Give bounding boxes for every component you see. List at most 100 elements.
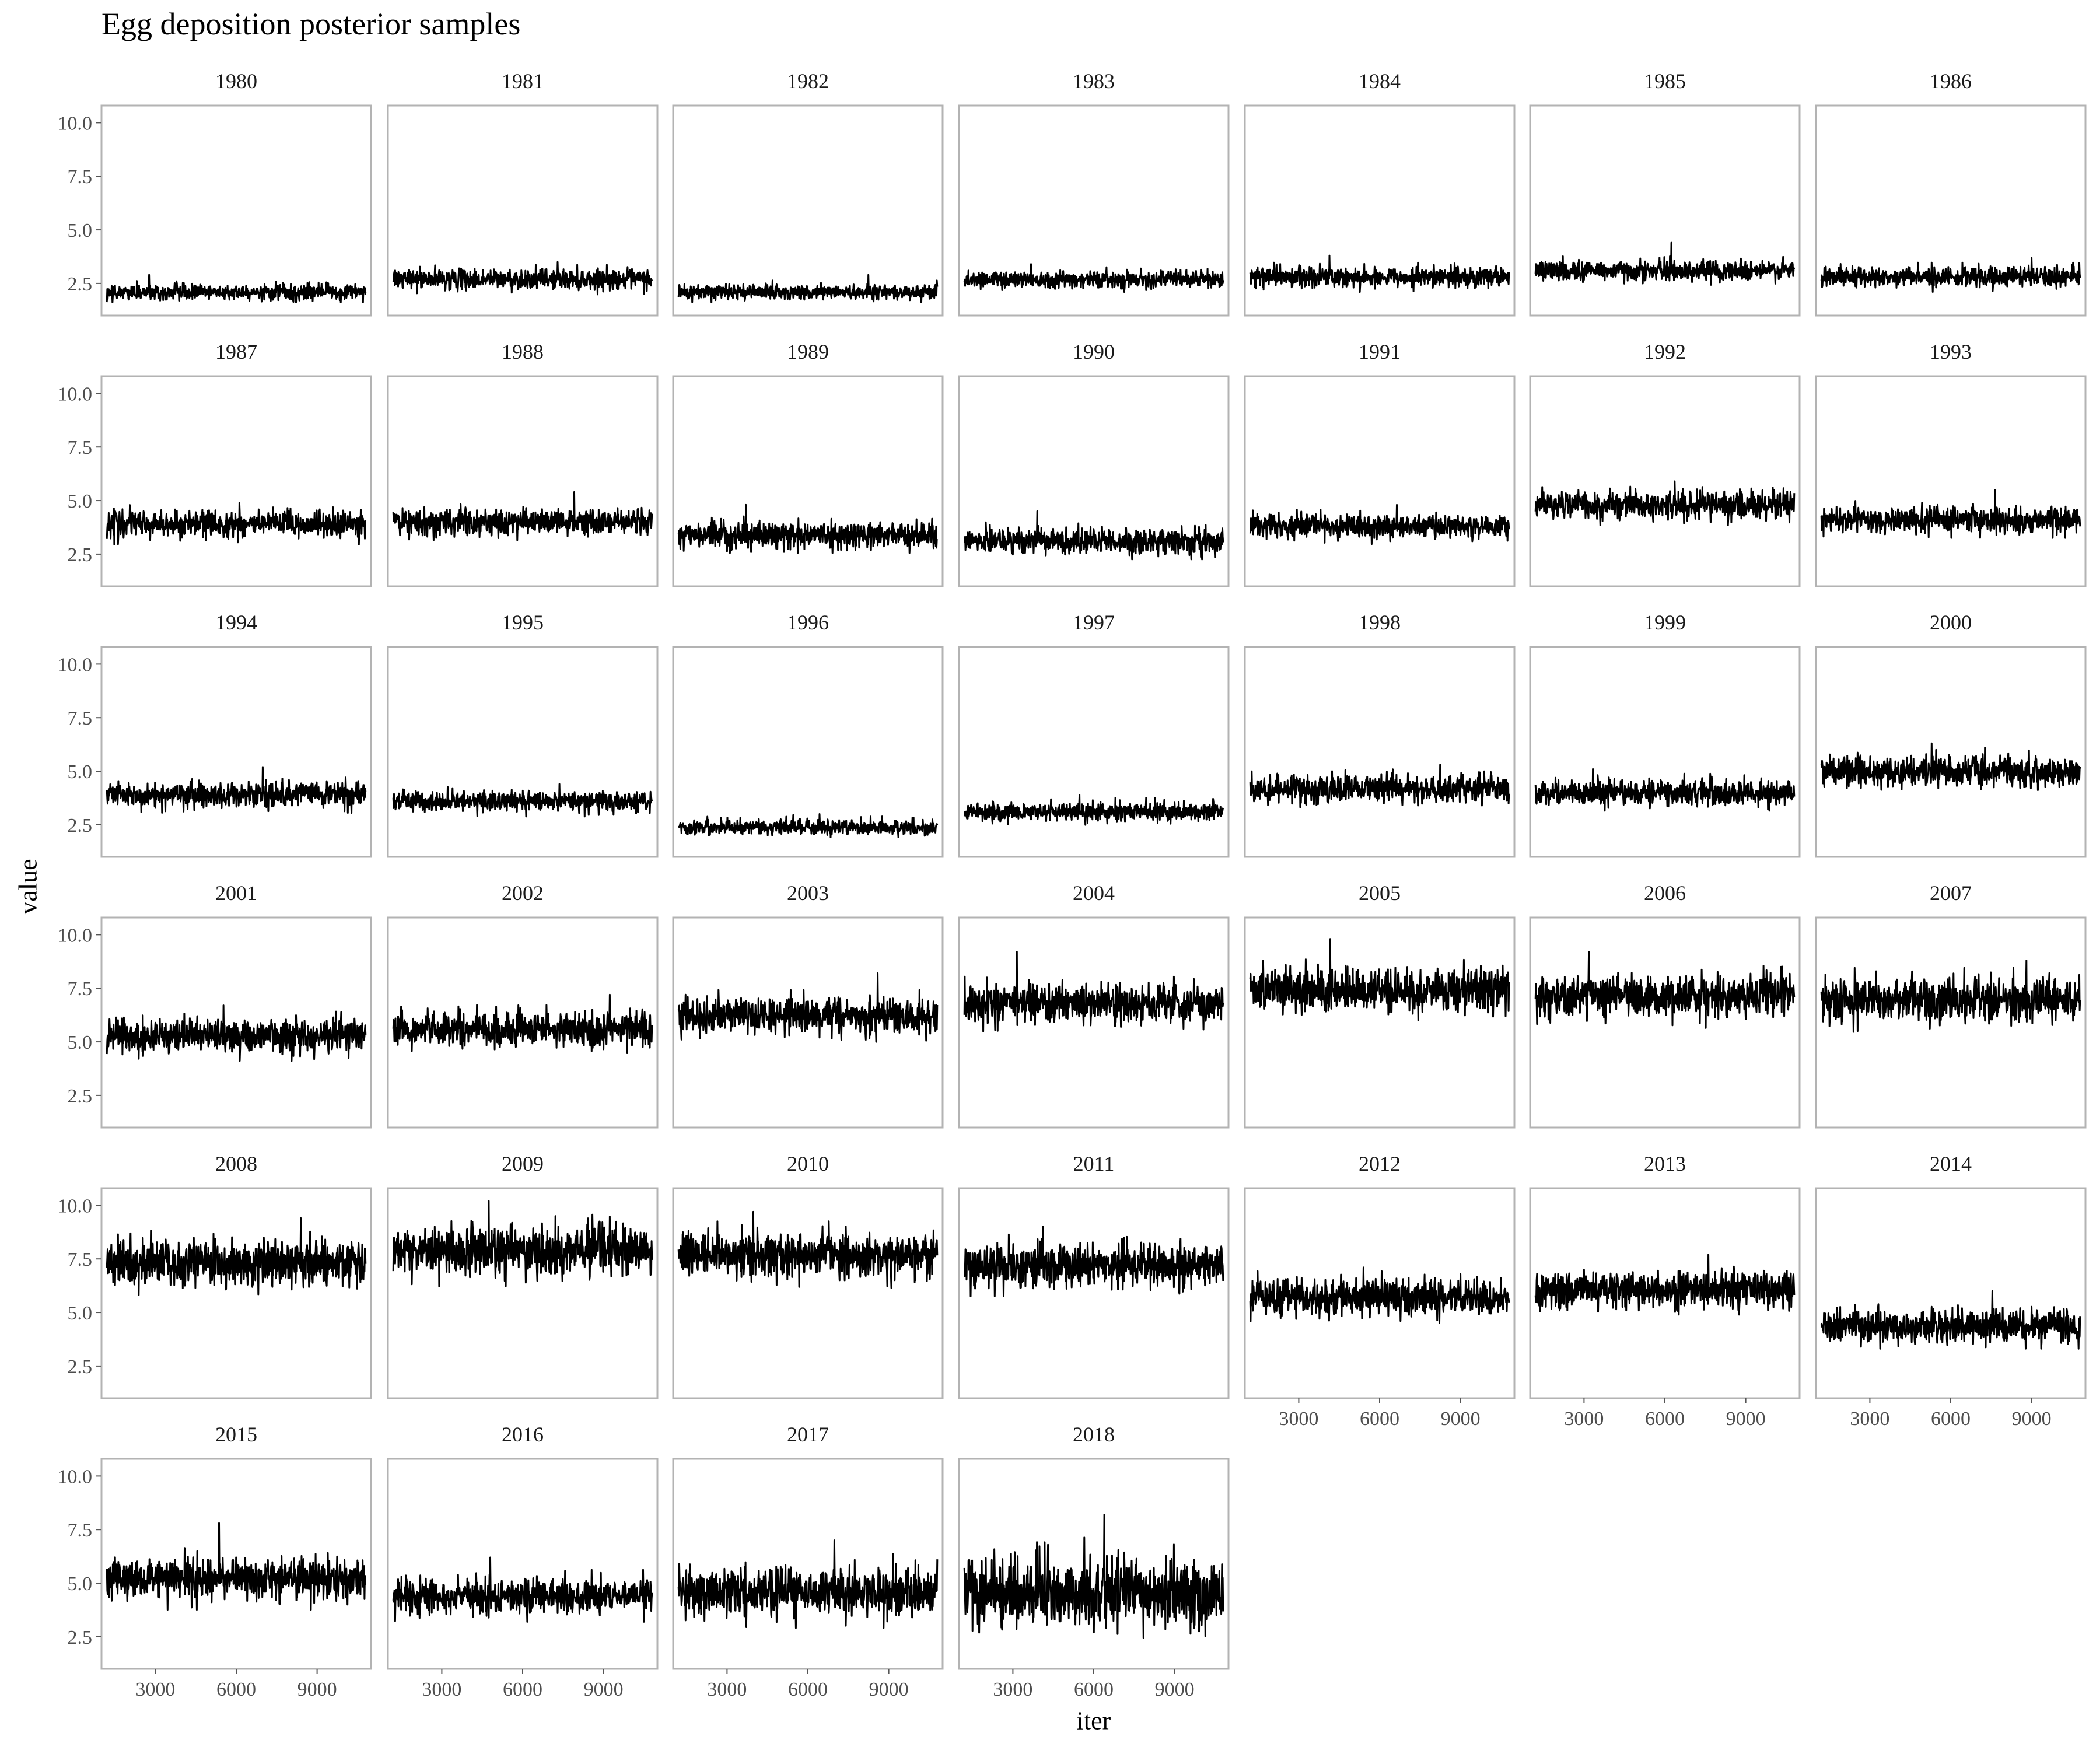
panel-border bbox=[100, 646, 372, 858]
panel-border bbox=[958, 916, 1230, 1129]
facet-strip-label: 1984 bbox=[1359, 69, 1401, 93]
y-tick-label: 10.0 bbox=[58, 654, 93, 676]
x-tick-label: 6000 bbox=[1645, 1408, 1685, 1430]
facet-panel-2000: 2000 bbox=[1815, 611, 2087, 858]
facet-panel-1987: 1987 2.5 5.0 7.5 10.0 bbox=[58, 340, 372, 587]
x-tick-label: 3000 bbox=[1564, 1408, 1604, 1430]
y-tick-label: 5.0 bbox=[68, 761, 93, 783]
trace-line bbox=[106, 1522, 367, 1611]
facet-panel-1983: 1983 bbox=[958, 69, 1230, 317]
facet-strip-label: 2006 bbox=[1644, 881, 1686, 905]
facet-strip-label: 1986 bbox=[1930, 69, 1972, 93]
y-tick-label: 7.5 bbox=[68, 978, 93, 1000]
facet-strip-label: 2015 bbox=[215, 1423, 257, 1446]
x-axis-label: iter bbox=[1076, 1706, 1111, 1735]
y-tick-label: 7.5 bbox=[68, 166, 93, 188]
panel-border bbox=[672, 1458, 944, 1670]
facet-strip-label: 1991 bbox=[1359, 340, 1401, 363]
panel-border bbox=[958, 375, 1230, 587]
facet-strip-label: 1994 bbox=[215, 611, 257, 634]
facet-strip-label: 1999 bbox=[1644, 611, 1686, 634]
x-tick-label: 3000 bbox=[1850, 1408, 1889, 1430]
panel-border bbox=[1244, 104, 1516, 317]
facet-panel-2011: 2011 bbox=[958, 1152, 1230, 1399]
panel-border bbox=[672, 916, 944, 1129]
facet-panel-1999: 1999 bbox=[1529, 611, 1801, 858]
panel-border bbox=[672, 646, 944, 858]
panel-border bbox=[1529, 646, 1801, 858]
facet-strip-label: 2016 bbox=[502, 1423, 544, 1446]
trace-line bbox=[1534, 480, 1796, 526]
x-tick-label: 3000 bbox=[1279, 1408, 1318, 1430]
panel-border bbox=[1244, 916, 1516, 1129]
facet-panel-2006: 2006 bbox=[1529, 881, 1801, 1129]
x-tick-label: 3000 bbox=[707, 1679, 747, 1700]
y-tick-label: 5.0 bbox=[68, 491, 93, 512]
panel-border bbox=[1815, 104, 2087, 317]
facet-panel-1993: 1993 bbox=[1815, 340, 2087, 587]
facet-panel-1986: 1986 bbox=[1815, 69, 2087, 317]
x-tick-label: 6000 bbox=[1931, 1408, 1971, 1430]
trace-line bbox=[392, 993, 653, 1054]
facet-strip-label: 2002 bbox=[502, 881, 544, 905]
facet-strip-label: 2017 bbox=[787, 1423, 829, 1446]
panel-border bbox=[958, 646, 1230, 858]
trace-line bbox=[963, 263, 1224, 293]
facet-strip-label: 1998 bbox=[1359, 611, 1401, 634]
y-tick-label: 5.0 bbox=[68, 220, 93, 242]
facet-panel-1980: 1980 2.5 5.0 7.5 10.0 bbox=[58, 69, 372, 317]
panel-border bbox=[387, 104, 659, 317]
facet-panel-1991: 1991 bbox=[1244, 340, 1516, 587]
trace-line bbox=[677, 1210, 939, 1289]
x-tick-label: 6000 bbox=[503, 1679, 542, 1700]
y-tick-label: 7.5 bbox=[68, 708, 93, 729]
y-tick-label: 2.5 bbox=[68, 274, 93, 295]
trace-line bbox=[677, 1539, 939, 1629]
panel-border bbox=[100, 375, 372, 587]
panel-border bbox=[672, 1187, 944, 1399]
facet-panel-1997: 1997 bbox=[958, 611, 1230, 858]
facet-panel-2017: 2017 3000 6000 9000 bbox=[672, 1423, 944, 1700]
y-tick-label: 7.5 bbox=[68, 437, 93, 459]
facet-panel-1995: 1995 bbox=[387, 611, 659, 858]
panel-border bbox=[672, 375, 944, 587]
x-tick-label: 3000 bbox=[993, 1679, 1032, 1700]
y-tick-label: 2.5 bbox=[68, 1627, 93, 1648]
trace-line bbox=[963, 794, 1224, 826]
facet-panel-2004: 2004 bbox=[958, 881, 1230, 1129]
facet-panel-1992: 1992 bbox=[1529, 340, 1801, 587]
facet-panel-1984: 1984 bbox=[1244, 69, 1516, 317]
facet-panel-2003: 2003 bbox=[672, 881, 944, 1129]
y-tick-label: 10.0 bbox=[58, 383, 93, 405]
panel-border bbox=[387, 1187, 659, 1399]
x-tick-label: 6000 bbox=[216, 1679, 256, 1700]
panel-border bbox=[1815, 916, 2087, 1129]
trace-line bbox=[392, 783, 653, 818]
facet-strip-label: 1992 bbox=[1644, 340, 1686, 363]
facet-strip-label: 1988 bbox=[502, 340, 544, 363]
facet-strip-label: 1985 bbox=[1644, 69, 1686, 93]
trace-line bbox=[1820, 489, 2081, 539]
facet-panel-1990: 1990 bbox=[958, 340, 1230, 587]
trace-line bbox=[1249, 938, 1510, 1021]
x-tick-label: 9000 bbox=[2012, 1408, 2052, 1430]
panel-border bbox=[387, 375, 659, 587]
y-tick-label: 7.5 bbox=[68, 1249, 93, 1270]
trace-line bbox=[1534, 242, 1796, 286]
panel-border bbox=[100, 1187, 372, 1399]
panel-border bbox=[958, 1458, 1230, 1670]
chart-title: Egg deposition posterior samples bbox=[102, 6, 521, 41]
x-tick-label: 9000 bbox=[298, 1679, 337, 1700]
trace-line bbox=[1249, 764, 1510, 808]
panel-border bbox=[1244, 375, 1516, 587]
facet-strip-label: 2004 bbox=[1073, 881, 1115, 905]
facet-panel-2009: 2009 bbox=[387, 1152, 659, 1399]
panel-border bbox=[1244, 646, 1516, 858]
facet-strip-label: 2005 bbox=[1359, 881, 1401, 905]
facet-panel-2010: 2010 bbox=[672, 1152, 944, 1399]
y-tick-label: 2.5 bbox=[68, 544, 93, 566]
facet-strip-label: 1987 bbox=[215, 340, 257, 363]
trace-line bbox=[1820, 257, 2081, 293]
x-tick-label: 9000 bbox=[1726, 1408, 1766, 1430]
